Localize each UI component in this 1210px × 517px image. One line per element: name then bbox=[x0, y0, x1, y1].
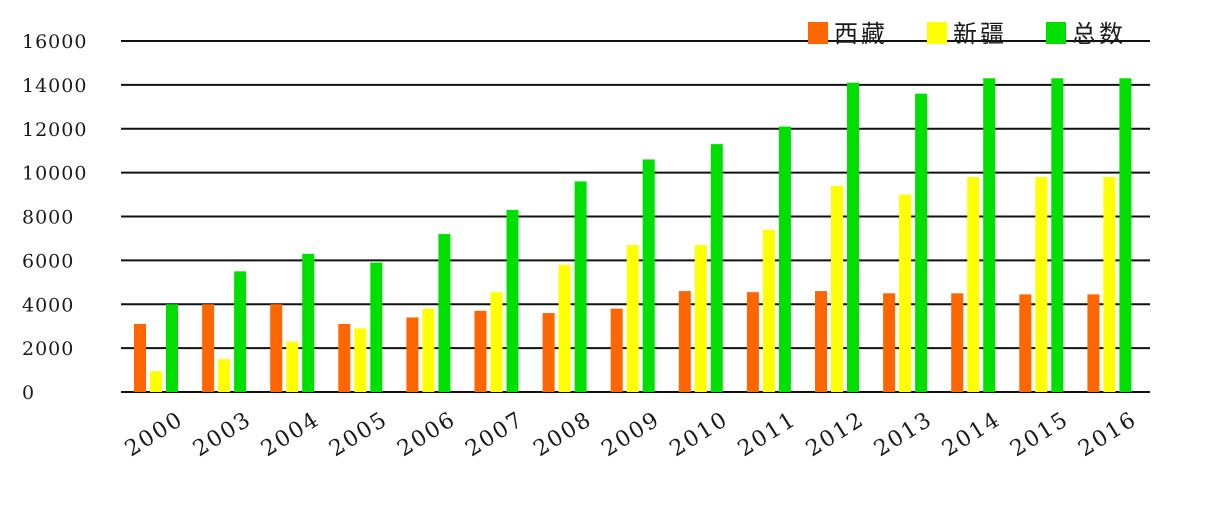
bar-0-2010 bbox=[678, 291, 691, 392]
bar-2-2012 bbox=[847, 82, 859, 393]
bar-2-2015 bbox=[1051, 78, 1064, 392]
bar-0-2016 bbox=[1087, 294, 1100, 392]
x-tick-label: 2007 bbox=[461, 407, 529, 462]
legend: 西藏 新疆 总数 bbox=[808, 20, 1126, 48]
legend-swatch bbox=[1046, 22, 1066, 44]
bar-0-2015 bbox=[1019, 294, 1032, 392]
bar-0-2009 bbox=[610, 308, 623, 392]
bar-0-2011 bbox=[746, 292, 759, 392]
bar-2-2010 bbox=[710, 144, 723, 392]
legend-label: 西藏 bbox=[834, 20, 888, 48]
bar-2-2009 bbox=[642, 159, 655, 392]
bar-1-2005 bbox=[354, 328, 367, 392]
x-tick-label: 2010 bbox=[666, 407, 734, 462]
bar-2-2000 bbox=[166, 304, 178, 392]
bar-2-2006 bbox=[438, 234, 451, 392]
x-tick-label: 2009 bbox=[597, 407, 665, 462]
x-tick-label: 2016 bbox=[1074, 407, 1142, 462]
x-tick-label: 2008 bbox=[529, 407, 597, 462]
x-tick-label: 2013 bbox=[870, 407, 938, 462]
y-tick-label: 10000 bbox=[22, 163, 87, 185]
y-tick-label: 16000 bbox=[22, 31, 87, 53]
bar-2-2007 bbox=[506, 209, 519, 392]
bar-0-2014 bbox=[951, 293, 964, 392]
bar-0-2006 bbox=[406, 317, 419, 392]
y-axis-ticks: 0 2000 4000 6000 8000 10000 12000 14000 16000 bbox=[22, 31, 87, 404]
y-tick-label: 2000 bbox=[22, 338, 74, 360]
bar-1-2000 bbox=[150, 371, 162, 392]
bar-1-2016 bbox=[1103, 177, 1116, 392]
y-tick-label: 14000 bbox=[22, 75, 87, 97]
bar-0-2007 bbox=[474, 310, 487, 392]
bar-1-2008 bbox=[558, 264, 571, 392]
bar-1-2006 bbox=[422, 308, 435, 392]
bar-1-2003 bbox=[218, 359, 231, 392]
bar-2-2013 bbox=[915, 93, 928, 393]
bar-0-2003 bbox=[202, 304, 215, 392]
x-tick-label: 2015 bbox=[1006, 407, 1074, 462]
bar-0-2013 bbox=[883, 293, 896, 392]
bar-2-2005 bbox=[370, 262, 383, 392]
x-tick-label: 2006 bbox=[393, 407, 461, 462]
bar-2-2008 bbox=[574, 181, 587, 392]
bar-2-2014 bbox=[983, 78, 996, 392]
x-tick-label: 2003 bbox=[189, 407, 257, 462]
x-tick-label: 2012 bbox=[802, 407, 870, 462]
bars bbox=[134, 78, 1132, 393]
bar-0-2012 bbox=[815, 291, 827, 392]
bar-1-2004 bbox=[286, 341, 299, 392]
bar-1-2007 bbox=[490, 292, 503, 392]
bar-0-2005 bbox=[338, 323, 351, 392]
x-tick-label: 2014 bbox=[938, 407, 1006, 462]
x-tick-label: 2011 bbox=[734, 407, 802, 462]
y-tick-label: 12000 bbox=[22, 119, 87, 141]
bar-2-2011 bbox=[778, 126, 791, 393]
bar-1-2011 bbox=[762, 229, 775, 392]
y-tick-label: 0 bbox=[22, 382, 35, 404]
x-axis-ticks: 2000 2003 2004 2005 2006 2007 2008 2009 2010 2011… bbox=[121, 407, 1142, 462]
bar-1-2009 bbox=[626, 245, 639, 392]
bar-1-2015 bbox=[1035, 177, 1048, 392]
bar-1-2012 bbox=[831, 185, 843, 392]
bar-0-2008 bbox=[542, 313, 555, 392]
bar-2-2016 bbox=[1119, 78, 1132, 392]
x-tick-label: 2000 bbox=[121, 407, 189, 462]
y-tick-label: 8000 bbox=[22, 207, 74, 229]
bar-2-2003 bbox=[234, 271, 247, 392]
x-tick-label: 2004 bbox=[257, 407, 325, 462]
legend-swatch bbox=[808, 22, 828, 44]
bar-1-2013 bbox=[899, 194, 912, 392]
legend-swatch bbox=[927, 22, 947, 44]
y-tick-label: 6000 bbox=[22, 250, 74, 272]
y-tick-label: 4000 bbox=[22, 294, 74, 316]
bar-2-2004 bbox=[302, 253, 315, 392]
x-tick-label: 2005 bbox=[325, 407, 393, 462]
legend-label: 总数 bbox=[1072, 20, 1126, 48]
legend-label: 新疆 bbox=[953, 20, 1007, 48]
bar-1-2014 bbox=[967, 177, 980, 392]
bar-1-2010 bbox=[694, 245, 707, 392]
bar-0-2004 bbox=[270, 304, 283, 392]
bar-0-2000 bbox=[134, 323, 146, 392]
